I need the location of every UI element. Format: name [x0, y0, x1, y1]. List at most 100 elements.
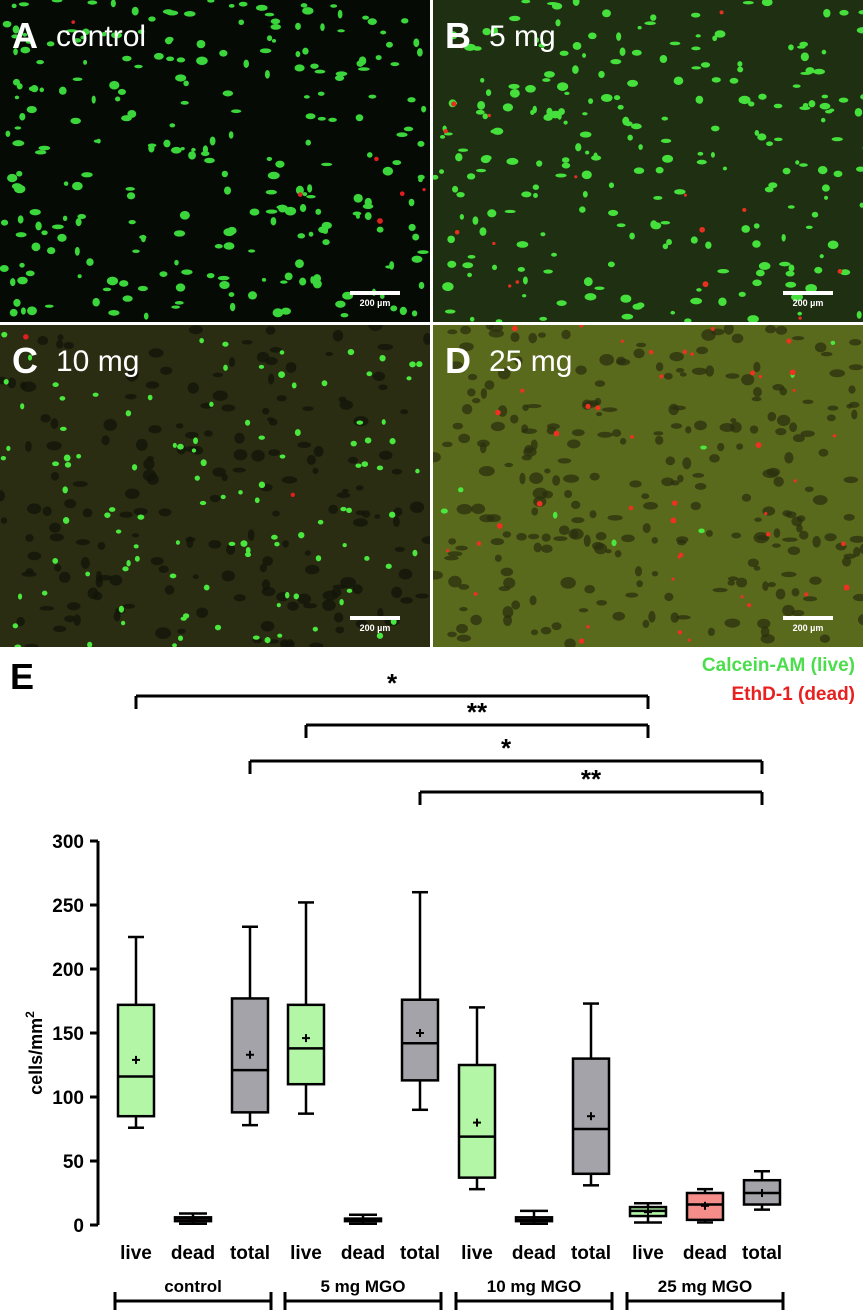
dark-pore [455, 545, 468, 551]
dark-pore [485, 325, 494, 330]
live-cell [821, 94, 829, 99]
live-cell [412, 233, 420, 241]
dark-pore [852, 593, 863, 602]
y-tick-label: 200 [52, 960, 84, 981]
y-tick-label: 0 [73, 1216, 84, 1237]
live-cell [295, 185, 304, 195]
live-cell [20, 307, 26, 315]
live-cell [711, 125, 720, 132]
live-cell [267, 171, 280, 180]
live-cell [748, 101, 755, 107]
live-cell [87, 0, 98, 5]
dead-cell [671, 577, 675, 581]
live-cell [753, 223, 760, 229]
dark-pore [642, 619, 650, 629]
live-cell [254, 497, 260, 504]
live-cell [66, 29, 78, 33]
dark-pore [352, 584, 363, 595]
dark-pore [272, 510, 280, 517]
dark-pore [723, 325, 734, 335]
live-cell [747, 315, 759, 322]
live-cell [695, 34, 701, 38]
live-cell [16, 170, 23, 177]
dark-pore [796, 524, 803, 533]
live-cell [11, 34, 19, 39]
live-cell [272, 308, 284, 318]
dark-pore [812, 495, 828, 505]
dark-pore [148, 425, 162, 434]
dead-cell [764, 512, 768, 516]
scale-bar [350, 616, 400, 620]
live-cell [46, 247, 56, 255]
live-cell [831, 137, 843, 142]
dark-pore [682, 457, 692, 470]
significance-label: ** [467, 697, 488, 727]
live-cell [227, 226, 237, 235]
live-cell [829, 108, 835, 112]
dark-pore [776, 414, 791, 427]
live-cell [14, 644, 22, 647]
dark-pore [599, 353, 615, 366]
live-cell [284, 591, 290, 599]
dead-cell [492, 241, 496, 246]
live-cell [661, 116, 669, 121]
live-cell [217, 275, 230, 281]
live-cell [854, 107, 863, 117]
dark-pore [150, 556, 164, 566]
dark-pore [355, 619, 368, 629]
live-cell [137, 29, 145, 34]
scale-bar-label: 200 µm [359, 298, 391, 308]
live-cell [134, 64, 143, 69]
dark-pore [522, 404, 529, 412]
live-cell [449, 31, 458, 40]
panel-letter: C [12, 340, 38, 381]
dark-pore [685, 426, 692, 434]
dark-pore [804, 486, 814, 492]
live-cell [357, 67, 370, 71]
legend-dead: EthD-1 (dead) [731, 684, 856, 705]
live-cell [265, 209, 278, 214]
dark-pore [557, 458, 572, 464]
scale-bar-label: 200 µm [792, 623, 824, 633]
dark-pore [696, 346, 709, 355]
live-cell [738, 291, 746, 297]
dark-pore [765, 325, 777, 334]
live-cell [220, 494, 226, 500]
live-cell [191, 448, 197, 453]
dead-cell [758, 375, 763, 379]
dark-pore [297, 593, 312, 605]
live-cell [814, 266, 823, 274]
dead-cell [683, 193, 687, 197]
x-tick-label: total [742, 1243, 782, 1264]
dead-cell [578, 638, 585, 644]
dark-pore [802, 399, 814, 404]
dark-pore [679, 372, 687, 377]
dark-pore [353, 518, 368, 527]
live-cell [482, 113, 488, 120]
dark-pore [820, 351, 833, 357]
dark-pore [853, 546, 861, 557]
dark-pore [731, 532, 742, 539]
live-cell [279, 350, 285, 355]
dark-pore [456, 623, 468, 634]
dark-pore [479, 441, 487, 454]
dark-pore [670, 423, 683, 429]
dark-pore [400, 409, 409, 415]
dead-cell [793, 479, 797, 483]
live-cell [222, 90, 234, 97]
live-cell [317, 519, 324, 525]
live-cell [162, 9, 174, 15]
live-cell [131, 6, 139, 16]
live-cell [598, 70, 605, 79]
live-cell [321, 380, 328, 387]
live-cell [147, 394, 153, 401]
live-cell [62, 215, 68, 222]
dark-pore [285, 362, 297, 373]
live-cell [204, 157, 215, 164]
live-cell [546, 2, 559, 6]
dark-pore [302, 406, 314, 411]
live-cell [163, 139, 171, 148]
dark-pore [849, 339, 862, 346]
live-cell [439, 134, 446, 139]
live-cell [347, 348, 355, 356]
